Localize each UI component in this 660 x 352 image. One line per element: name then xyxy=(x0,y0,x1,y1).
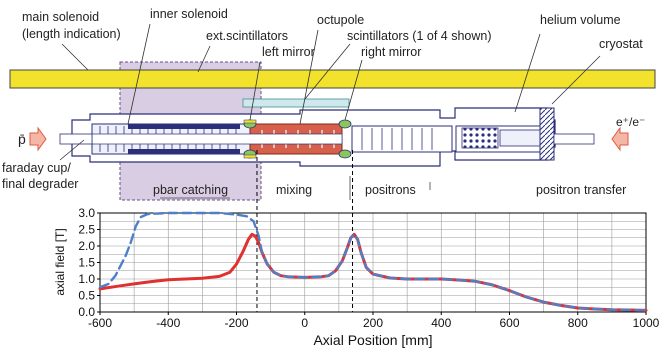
right-mirror-coil xyxy=(338,119,352,129)
pbar-arrow-icon xyxy=(29,126,47,152)
label-scintillators: scintillators (1 of 4 shown) xyxy=(347,29,492,43)
label-final-degrader: final degrader xyxy=(2,177,78,191)
cryostat-flange xyxy=(539,107,555,161)
region-pbar-catching: pbar catching xyxy=(153,183,228,197)
beam-tube-right xyxy=(553,133,595,145)
helium-window xyxy=(242,98,350,108)
x-tick-label: -600 xyxy=(88,316,112,330)
right-mirror-coil-lower xyxy=(338,149,352,159)
beam-tube-left xyxy=(59,133,93,145)
inner-solenoid-coil xyxy=(128,124,240,129)
axis-xlabel: Axial Position [mm] xyxy=(313,332,432,348)
y-tick-label: 1.0 xyxy=(78,272,95,286)
label-left-mirror: left mirror xyxy=(262,45,315,59)
x-tick-label: -400 xyxy=(156,316,180,330)
label-octupole: octupole xyxy=(317,13,364,27)
region-positrons: positrons xyxy=(365,183,416,197)
label-right-mirror: right mirror xyxy=(361,45,421,59)
label-faraday-cup: faraday cup/ xyxy=(2,161,71,175)
inner-solenoid-coil-lower xyxy=(128,149,240,154)
x-tick-label: 600 xyxy=(499,316,519,330)
trap-bore xyxy=(91,133,343,145)
y-tick-label: 1.5 xyxy=(78,256,95,270)
label-pbar: p̄ xyxy=(18,131,26,147)
scintillator-bar xyxy=(243,119,257,124)
axis-ylabel: axial field [T] xyxy=(53,228,67,295)
label-positron-beam: e⁺/e⁻ xyxy=(616,115,645,129)
y-tick-label: 0.5 xyxy=(78,289,95,303)
x-tick-label: 200 xyxy=(363,316,383,330)
field-series xyxy=(98,211,648,312)
helium-volume-core xyxy=(499,129,541,147)
y-tick-label: 0.0 xyxy=(78,305,95,319)
x-tick-label: -200 xyxy=(224,316,248,330)
label-cryostat: cryostat xyxy=(599,37,643,51)
scintillator-bar-lower xyxy=(243,154,257,159)
y-tick-label: 2.5 xyxy=(78,223,95,237)
y-tick-label: 3.0 xyxy=(78,206,95,220)
grid xyxy=(100,213,646,312)
field-plot: -600 -400 -200 0 200 400 600 800 1000 0.0 0.5 1.0 1.… xyxy=(78,150,660,330)
x-tick-label: 1000 xyxy=(633,316,660,330)
apparatus-schematic xyxy=(9,23,656,201)
label-inner-solenoid: inner solenoid xyxy=(150,7,228,21)
series-line-dashed xyxy=(98,211,648,312)
region-labels xyxy=(160,176,431,200)
x-tick-label: 800 xyxy=(568,316,588,330)
positron-arrow-icon xyxy=(611,126,629,152)
x-tick-label: 400 xyxy=(431,316,451,330)
label-main-solenoid: main solenoid xyxy=(22,10,99,24)
ticks: -600 -400 -200 0 200 400 600 800 1000 0.0 0.5 1.0 1.… xyxy=(78,206,659,330)
positron-electrodes xyxy=(361,128,433,150)
main-solenoid-bar xyxy=(9,69,656,89)
x-tick-label: 0 xyxy=(301,316,308,330)
helium-volume-dots xyxy=(461,127,499,149)
leader-lines xyxy=(59,23,601,161)
y-tick-label: 2.0 xyxy=(78,239,95,253)
label-ext-scintillators: ext.scintillators xyxy=(206,29,288,43)
region-positron-transfer: positron transfer xyxy=(536,183,626,197)
label-helium-volume: helium volume xyxy=(540,13,621,27)
label-main-solenoid-sub: (length indication) xyxy=(22,27,121,41)
region-mixing: mixing xyxy=(276,183,312,197)
